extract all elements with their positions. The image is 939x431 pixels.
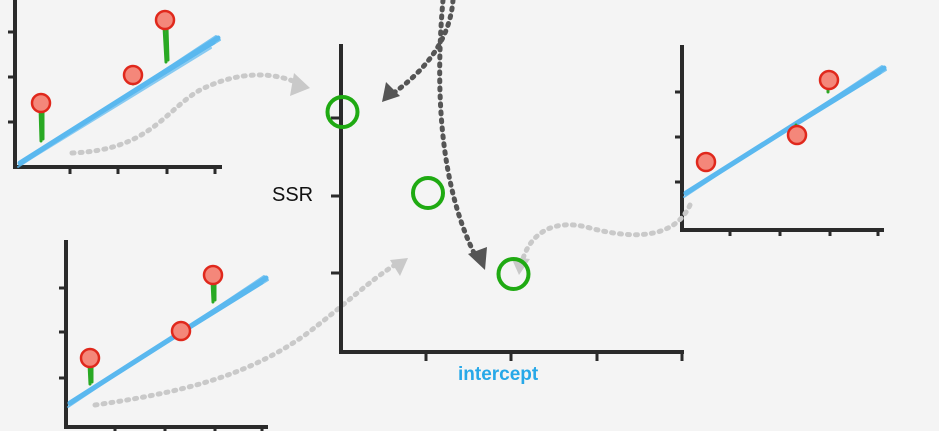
dark-arrowheads — [382, 82, 487, 270]
data-points — [695, 69, 840, 173]
ssr-point — [411, 176, 445, 210]
x-axis-label: intercept — [458, 364, 539, 385]
mini-plot-bottom-left — [59, 240, 269, 431]
residual-lines — [87, 279, 217, 386]
fit-line — [67, 275, 269, 408]
arrow-dark-to-bottom-point — [437, 0, 478, 258]
fit-line — [683, 65, 887, 198]
data-points — [79, 264, 224, 369]
light-arrows — [69, 72, 693, 408]
mini-plot-top-left — [8, 0, 222, 174]
dark-arrows — [392, 0, 478, 258]
mini-plot-right — [675, 45, 887, 236]
arrow-bottom-left-to-ssr — [92, 262, 398, 408]
mini-plot-axes — [13, 0, 222, 169]
mini-plot-axes — [680, 45, 884, 232]
mini-plot-axes — [64, 240, 268, 429]
light-arrowheads — [290, 73, 530, 276]
ssr-point — [325, 95, 360, 129]
y-axis-label: SSR — [272, 184, 314, 206]
ssr-points — [325, 95, 531, 291]
fit-line — [17, 35, 221, 168]
arrow-dark-to-top-point — [392, 0, 456, 95]
ssr-point — [496, 257, 531, 291]
arrow-top-left-to-ssr — [69, 72, 303, 156]
data-points — [30, 9, 176, 114]
main-plot-ticks — [331, 116, 684, 361]
main-plot — [325, 44, 684, 361]
main-plot-axes — [339, 44, 684, 354]
arrow-right-to-ssr — [519, 202, 693, 265]
